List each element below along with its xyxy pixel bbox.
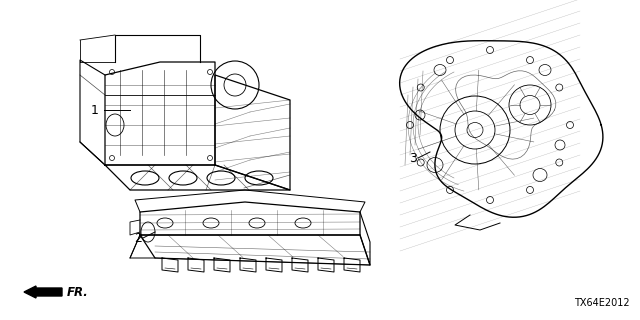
Text: 2: 2 xyxy=(134,231,142,244)
FancyArrow shape xyxy=(24,286,62,298)
Text: 1: 1 xyxy=(91,103,99,116)
Text: FR.: FR. xyxy=(67,285,89,299)
Text: TX64E2012: TX64E2012 xyxy=(574,298,630,308)
Text: 3: 3 xyxy=(409,151,417,164)
